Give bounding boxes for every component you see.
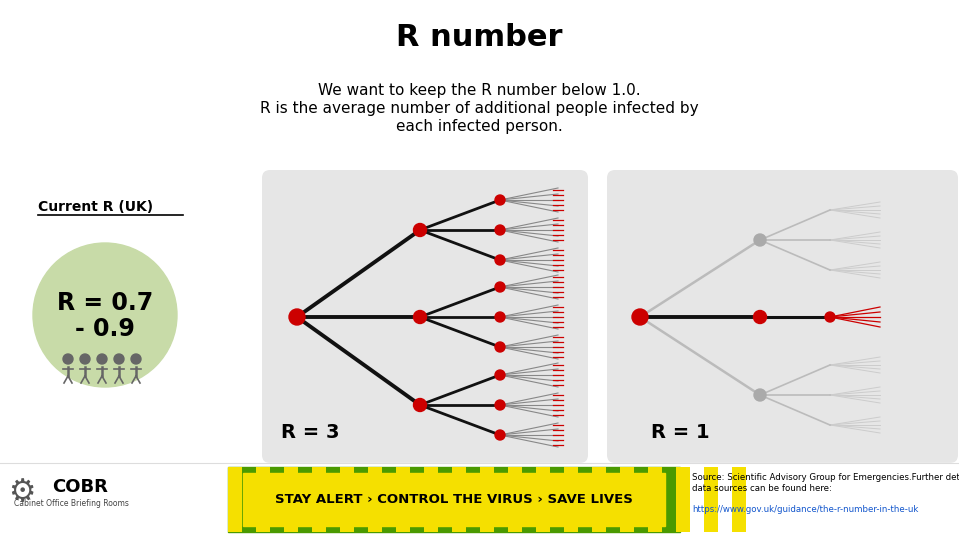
FancyBboxPatch shape [262, 170, 588, 463]
Text: Current R (UK): Current R (UK) [38, 200, 153, 214]
Circle shape [495, 255, 505, 265]
Polygon shape [508, 467, 522, 532]
FancyBboxPatch shape [607, 170, 958, 463]
Bar [243, 473, 665, 526]
Circle shape [754, 234, 766, 246]
Polygon shape [424, 467, 438, 532]
Circle shape [495, 195, 505, 205]
Circle shape [80, 354, 90, 364]
Polygon shape [368, 467, 382, 532]
Text: each infected person.: each infected person. [396, 118, 562, 133]
Text: - 0.9: - 0.9 [75, 317, 135, 341]
Circle shape [33, 243, 177, 387]
Circle shape [495, 225, 505, 235]
Polygon shape [564, 467, 578, 532]
Circle shape [632, 309, 648, 325]
Polygon shape [620, 467, 634, 532]
Circle shape [495, 312, 505, 322]
Polygon shape [676, 467, 690, 532]
Polygon shape [480, 467, 494, 532]
Polygon shape [396, 467, 410, 532]
Polygon shape [228, 467, 242, 532]
Circle shape [495, 370, 505, 380]
Circle shape [754, 310, 766, 323]
Circle shape [495, 282, 505, 292]
Polygon shape [340, 467, 354, 532]
Text: ⚙: ⚙ [9, 478, 35, 507]
Text: Cabinet Office Briefing Rooms: Cabinet Office Briefing Rooms [14, 499, 129, 507]
Text: R = 0.7: R = 0.7 [57, 291, 153, 315]
Circle shape [825, 312, 835, 322]
Bar [228, 467, 680, 532]
Circle shape [413, 399, 427, 412]
Text: R is the average number of additional people infected by: R is the average number of additional pe… [260, 101, 698, 116]
Text: R = 1: R = 1 [651, 423, 710, 442]
Text: https://www.gov.uk/guidance/the-r-number-in-the-uk: https://www.gov.uk/guidance/the-r-number… [692, 505, 919, 513]
Text: R = 3: R = 3 [281, 423, 339, 442]
Circle shape [63, 354, 73, 364]
Polygon shape [452, 467, 466, 532]
Polygon shape [256, 467, 270, 532]
Polygon shape [312, 467, 326, 532]
Circle shape [114, 354, 124, 364]
Circle shape [754, 389, 766, 401]
Text: COBR: COBR [52, 478, 107, 496]
Circle shape [495, 342, 505, 352]
Circle shape [413, 223, 427, 237]
Circle shape [289, 309, 305, 325]
Circle shape [97, 354, 107, 364]
Text: STAY ALERT › CONTROL THE VIRUS › SAVE LIVES: STAY ALERT › CONTROL THE VIRUS › SAVE LI… [275, 493, 633, 506]
Text: Source: Scientific Advisory Group for Emergencies.Further details on
data source: Source: Scientific Advisory Group for Em… [692, 472, 959, 493]
Polygon shape [648, 467, 662, 532]
Polygon shape [592, 467, 606, 532]
Circle shape [495, 400, 505, 410]
Text: R number: R number [396, 24, 562, 53]
Circle shape [131, 354, 141, 364]
Polygon shape [732, 467, 746, 532]
Polygon shape [536, 467, 550, 532]
Bar [0, 463, 959, 538]
Text: We want to keep the R number below 1.0.: We want to keep the R number below 1.0. [317, 82, 641, 97]
Polygon shape [704, 467, 718, 532]
Circle shape [413, 310, 427, 323]
Polygon shape [284, 467, 298, 532]
Circle shape [495, 430, 505, 440]
